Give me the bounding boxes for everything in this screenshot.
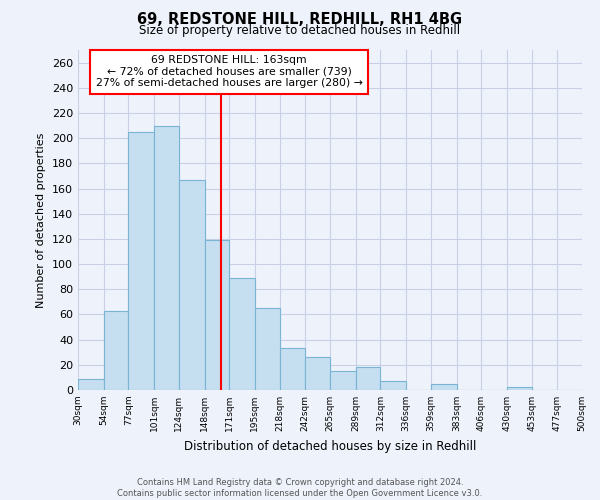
Bar bbox=[431, 384, 457, 390]
X-axis label: Distribution of detached houses by size in Redhill: Distribution of detached houses by size … bbox=[184, 440, 476, 452]
Bar bbox=[255, 308, 280, 390]
Bar bbox=[330, 371, 356, 390]
Bar bbox=[280, 348, 305, 390]
Bar bbox=[205, 240, 229, 390]
Bar bbox=[104, 310, 128, 390]
Text: Contains HM Land Registry data © Crown copyright and database right 2024.
Contai: Contains HM Land Registry data © Crown c… bbox=[118, 478, 482, 498]
Bar bbox=[179, 180, 205, 390]
Bar bbox=[356, 368, 380, 390]
Bar bbox=[78, 378, 104, 390]
Bar bbox=[305, 358, 330, 390]
Text: 69 REDSTONE HILL: 163sqm
← 72% of detached houses are smaller (739)
27% of semi-: 69 REDSTONE HILL: 163sqm ← 72% of detach… bbox=[96, 55, 362, 88]
Bar bbox=[507, 388, 532, 390]
Bar bbox=[154, 126, 179, 390]
Bar bbox=[128, 132, 154, 390]
Bar bbox=[380, 381, 406, 390]
Text: Size of property relative to detached houses in Redhill: Size of property relative to detached ho… bbox=[139, 24, 461, 37]
Text: 69, REDSTONE HILL, REDHILL, RH1 4BG: 69, REDSTONE HILL, REDHILL, RH1 4BG bbox=[137, 12, 463, 28]
Y-axis label: Number of detached properties: Number of detached properties bbox=[37, 132, 46, 308]
Bar bbox=[229, 278, 255, 390]
